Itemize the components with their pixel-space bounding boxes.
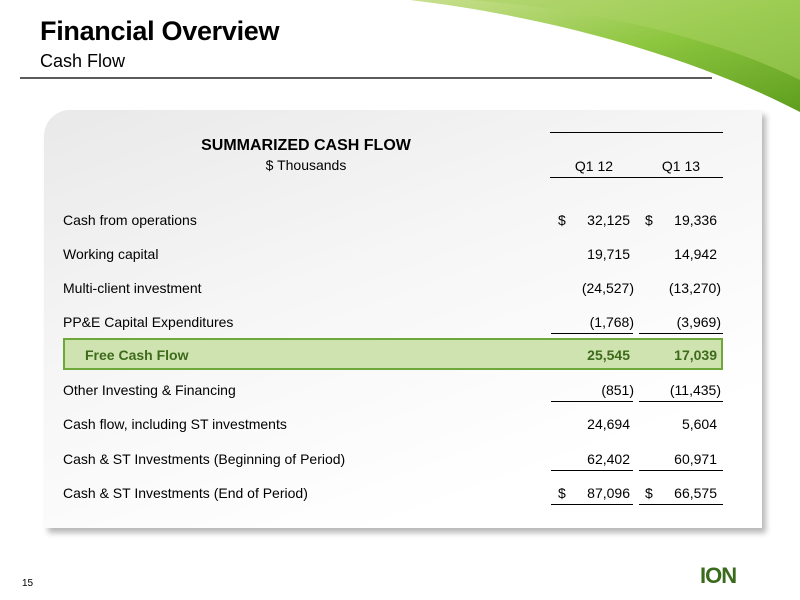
logo-text: ION [700, 566, 736, 586]
value-q1-13: (13,270) [668, 280, 721, 296]
total-rule [639, 504, 723, 505]
row-label: Other Investing & Financing [63, 382, 236, 398]
row-label: Multi-client investment [63, 280, 202, 296]
column-header-q1-13: Q1 13 [661, 158, 701, 174]
ion-logo: ION [700, 566, 737, 586]
table-row-free-cash-flow: Free Cash Flow 25,545 17,039 [0, 343, 800, 367]
table-row: Multi-client investment (24,527) (13,270… [0, 276, 800, 300]
table-row: Cash flow, including ST investments 24,6… [0, 412, 800, 436]
column-top-rule [550, 132, 723, 133]
row-label: Cash from operations [63, 212, 197, 228]
value-q1-13: 17,039 [674, 347, 717, 363]
value-q1-12: (24,527) [581, 280, 634, 296]
subtotal-rule [551, 470, 633, 471]
row-label: PP&E Capital Expenditures [63, 314, 234, 330]
table-unit: $ Thousands [265, 157, 347, 173]
row-label: Cash flow, including ST investments [63, 416, 287, 432]
table-row: PP&E Capital Expenditures (1,768) (3,969… [0, 310, 800, 334]
row-label: Cash & ST Investments (End of Period) [63, 485, 308, 501]
column-header-q1-12: Q1 12 [574, 158, 614, 174]
table-title: SUMMARIZED CASH FLOW [201, 137, 411, 154]
total-rule [551, 504, 633, 505]
row-label: Free Cash Flow [85, 347, 189, 363]
subtotal-rule [551, 333, 633, 334]
value-q1-13: 19,336 [674, 212, 717, 228]
subtotal-rule [639, 333, 723, 334]
page-subtitle: Cash Flow [40, 51, 126, 71]
page-title: Financial Overview [40, 16, 280, 46]
currency-symbol: $ [558, 485, 566, 501]
subtotal-rule [639, 470, 723, 471]
value-q1-13: (3,969) [676, 314, 721, 330]
subtotal-rule [639, 401, 723, 402]
free-cash-flow-highlight [63, 338, 723, 370]
decorative-green-swoosh [410, 0, 800, 112]
value-q1-13: 60,971 [674, 451, 717, 467]
row-label: Working capital [63, 246, 159, 262]
value-q1-12: 32,125 [587, 212, 630, 228]
value-q1-13: (11,435) [669, 382, 721, 398]
value-q1-12: 62,402 [587, 451, 630, 467]
table-row: Cash from operations $ 32,125 $ 19,336 [0, 208, 800, 232]
value-q1-12: 25,545 [587, 347, 630, 363]
table-row: Working capital 19,715 14,942 [0, 242, 800, 266]
title-divider [20, 77, 712, 79]
value-q1-12: (851) [601, 382, 634, 398]
table-card [44, 110, 762, 528]
row-label: Cash & ST Investments (Beginning of Peri… [63, 451, 346, 467]
value-q1-12: 87,096 [587, 485, 630, 501]
table-row: Cash & ST Investments (Beginning of Peri… [0, 447, 800, 471]
currency-symbol: $ [645, 212, 653, 228]
page-number: 15 [22, 578, 34, 589]
column-header-rule [550, 177, 723, 178]
value-q1-12: (1,768) [589, 314, 634, 330]
value-q1-13: 66,575 [674, 485, 717, 501]
table-row: Cash & ST Investments (End of Period) $ … [0, 481, 800, 505]
table-row: Other Investing & Financing (851) (11,43… [0, 378, 800, 402]
currency-symbol: $ [645, 485, 653, 501]
value-q1-12: 19,715 [587, 246, 630, 262]
currency-symbol: $ [558, 212, 566, 228]
subtotal-rule [551, 401, 633, 402]
value-q1-12: 24,694 [587, 416, 630, 432]
value-q1-13: 5,604 [681, 416, 717, 432]
value-q1-13: 14,942 [674, 246, 717, 262]
